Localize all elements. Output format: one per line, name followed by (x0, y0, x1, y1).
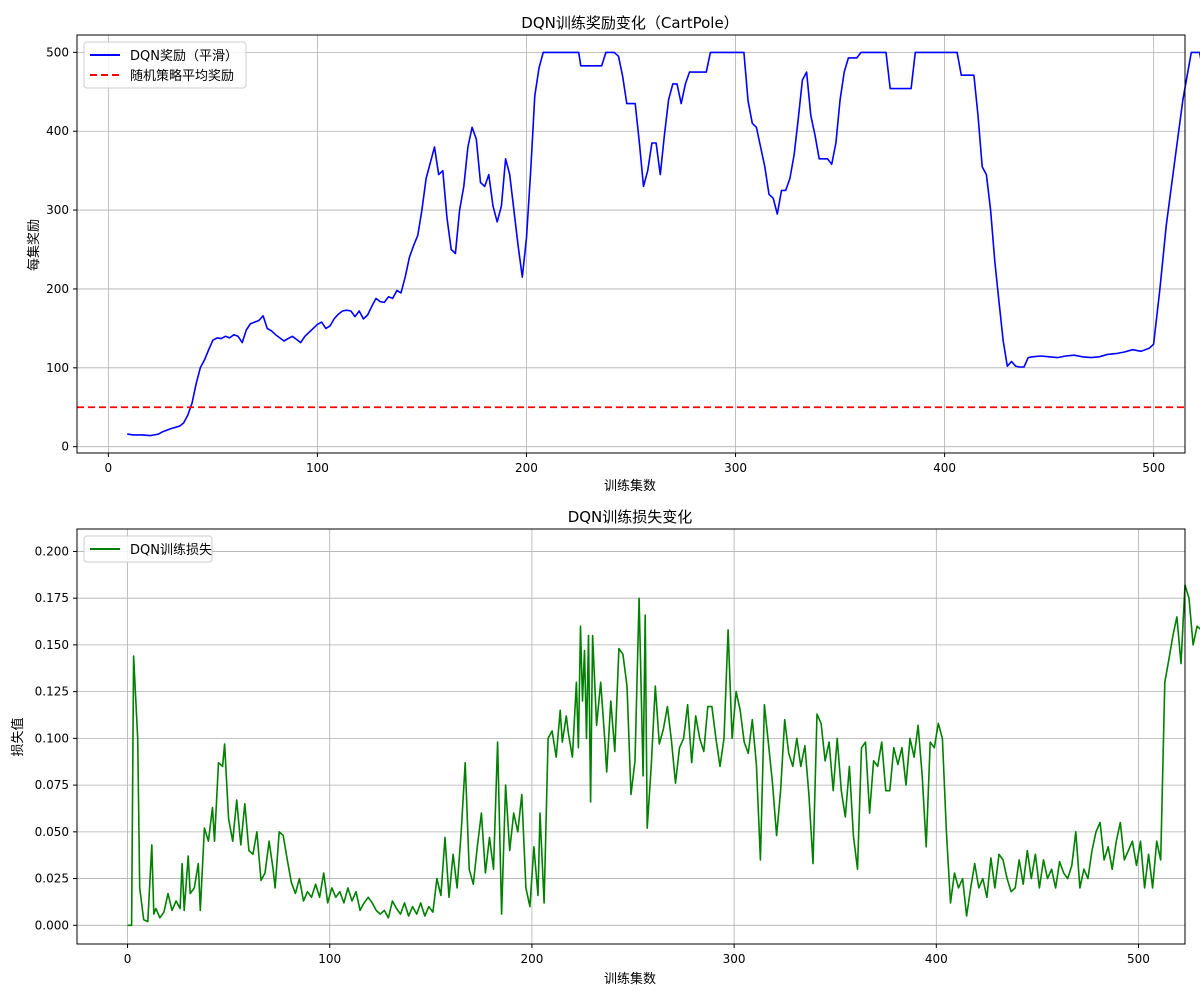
loss-y-tick-label: 0.000 (35, 918, 69, 932)
reward-legend-label-dqn: DQN奖励（平滑） (130, 49, 238, 64)
reward-grid (77, 35, 1185, 453)
loss-x-tick-label: 100 (318, 952, 341, 966)
loss-y-tick-label: 0.025 (35, 872, 69, 886)
loss-legend-label: DQN训练损失 (130, 543, 212, 558)
loss-x-tick-label: 400 (925, 952, 948, 966)
loss-x-tick-label: 500 (1127, 952, 1150, 966)
loss-y-tick-label: 0.200 (35, 544, 69, 558)
reward-legend-box (83, 41, 247, 89)
loss-x-tick-label: 300 (723, 952, 746, 966)
loss-chart: DQN训练损失变化 0 100 200 300 400 500 0.000 0.025 0.05… (10, 508, 1200, 987)
loss-y-tick-label: 0.150 (35, 638, 69, 652)
reward-x-tick-label: 100 (306, 461, 329, 475)
reward-x-axis-label: 训练集数 (604, 478, 656, 494)
loss-y-tick-label: 0.125 (35, 685, 69, 699)
loss-plot-frame (76, 528, 1186, 945)
reward-x-tick-label: 200 (515, 461, 538, 475)
reward-x-tick-label: 0 (105, 461, 113, 475)
loss-grid (77, 529, 1185, 944)
reward-x-tick-label: 500 (1142, 461, 1165, 475)
reward-y-tick-label: 400 (46, 124, 69, 138)
loss-chart-title: DQN训练损失变化 (568, 508, 693, 526)
reward-chart-title: DQN训练奖励变化（CartPole） (521, 14, 738, 32)
reward-series-lines (77, 51, 1200, 437)
reward-y-axis-label: 每集奖励 (26, 219, 42, 271)
reward-chart: DQN训练奖励变化（CartPole） 0 100 200 300 400 500 0 100… (26, 14, 1200, 494)
reward-plot-frame (76, 34, 1186, 454)
loss-legend-box (83, 535, 213, 563)
loss-x-tick-label: 200 (520, 952, 543, 966)
reward-y-tick-label: 200 (46, 282, 69, 296)
loss-y-tick-label: 0.100 (35, 731, 69, 745)
loss-x-axis-label: 训练集数 (604, 971, 656, 987)
reward-legend-label-random: 随机策略平均奖励 (130, 68, 234, 84)
loss-series-lines (127, 584, 1200, 927)
reward-x-tick-label: 300 (724, 461, 747, 475)
loss-x-tick-label: 0 (124, 952, 132, 966)
reward-y-tick-label: 0 (61, 440, 69, 454)
reward-series-0-line (127, 51, 1200, 437)
reward-y-tick-label: 100 (46, 361, 69, 375)
loss-y-tick-label: 0.175 (35, 591, 69, 605)
reward-y-tick-label: 300 (46, 203, 69, 217)
loss-legend: DQN训练损失 (83, 535, 213, 563)
loss-y-tick-label: 0.050 (35, 825, 69, 839)
loss-series-0-line (127, 584, 1200, 927)
reward-legend: DQN奖励（平滑） 随机策略平均奖励 (83, 41, 247, 89)
reward-x-tick-label: 400 (933, 461, 956, 475)
reward-axis-ticks: 0 100 200 300 400 500 0 100 200 300 400 500 (46, 45, 1165, 475)
reward-y-tick-label: 500 (46, 45, 69, 59)
loss-y-axis-label: 损失值 (10, 717, 26, 756)
loss-axis-ticks: 0 100 200 300 400 500 0.000 0.025 0.050 0.075 0.10… (35, 544, 1150, 966)
loss-y-tick-label: 0.075 (35, 778, 69, 792)
